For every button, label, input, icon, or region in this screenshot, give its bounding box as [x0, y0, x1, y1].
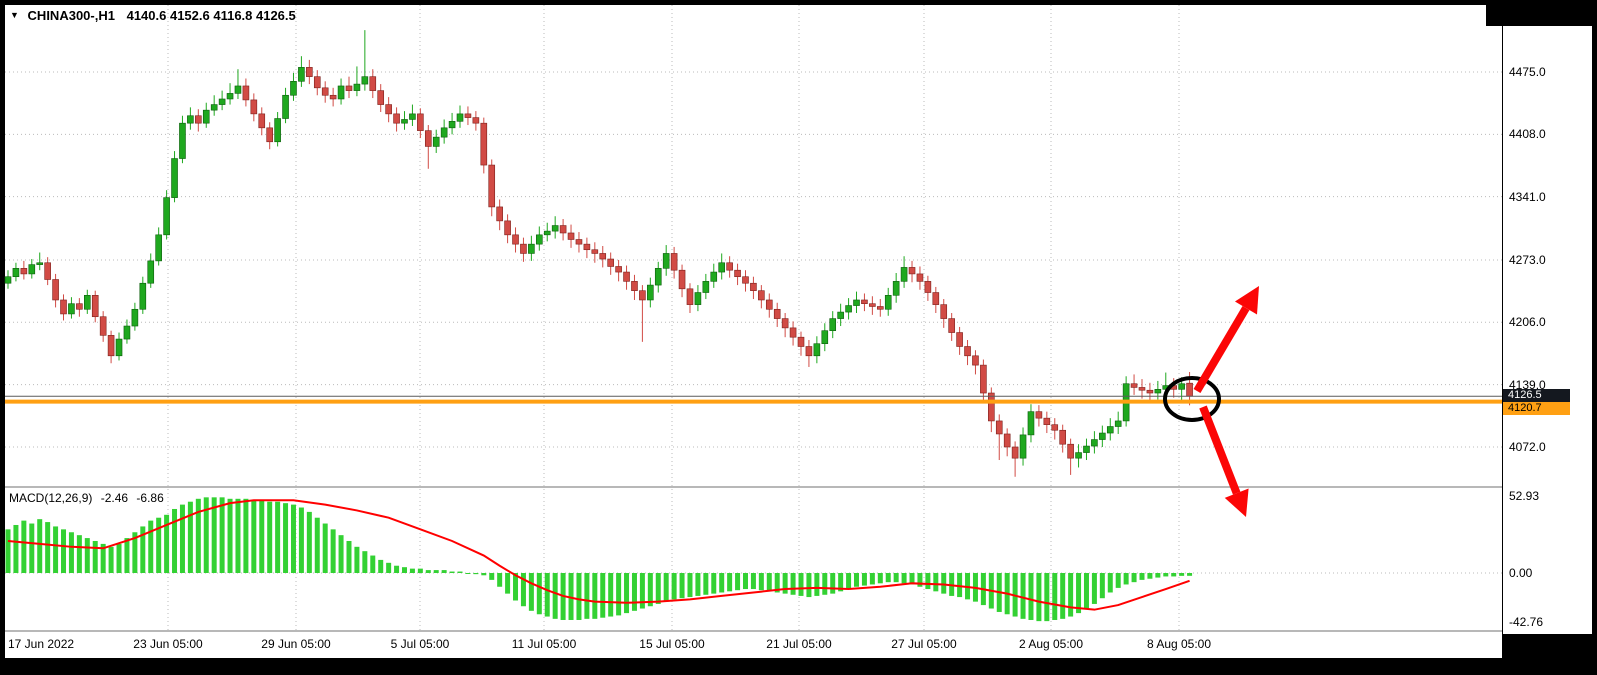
- macd-tick-label: 0.00: [1509, 566, 1533, 580]
- price-tick-label: 4273.0: [1509, 253, 1546, 267]
- chart-dropdown-icon[interactable]: ▼: [10, 10, 19, 20]
- time-axis-label: 15 Jul 05:00: [639, 637, 705, 651]
- time-axis-label: 23 Jun 05:00: [133, 637, 203, 651]
- time-axis-label: 11 Jul 05:00: [511, 637, 577, 651]
- price-tick-label: 4206.0: [1509, 315, 1546, 329]
- annotation-arrow-up[interactable]: [1193, 286, 1259, 394]
- time-axis-label: 17 Jun 2022: [8, 637, 75, 651]
- horizontal-line-price-badge: 4120.7: [1503, 402, 1570, 415]
- macd-indicator-label: MACD(12,26,9) -2.46 -6.86: [9, 491, 169, 505]
- time-axis-label: 21 Jul 05:00: [766, 637, 832, 651]
- window-corner-bottom-right: [1503, 634, 1597, 675]
- time-axis-label: 8 Aug 05:00: [1146, 637, 1212, 651]
- time-axis-label: 29 Jun 05:00: [261, 637, 331, 651]
- ohlc-values: 4140.6 4152.6 4116.8 4126.5: [126, 8, 296, 23]
- macd-value-main: -2.46: [100, 491, 129, 505]
- price-tick-label: 4408.0: [1509, 127, 1546, 141]
- macd-signal-line: [7, 499, 1190, 611]
- price-tick-label: 4475.0: [1509, 65, 1546, 79]
- annotation-ellipse[interactable]: [1163, 376, 1221, 422]
- macd-tick-label: 52.93: [1509, 489, 1540, 503]
- price-tick-label: 4139.0: [1509, 378, 1546, 392]
- time-axis-label: 2 Aug 05:00: [1018, 637, 1084, 651]
- symbol-info-bar: ▼ CHINA300-,H1 4140.6 4152.6 4116.8 4126…: [10, 8, 296, 23]
- price-tick-label: 4072.0: [1509, 440, 1546, 454]
- window-corner-top-right: [1486, 0, 1597, 26]
- annotation-arrow-down[interactable]: [1199, 405, 1249, 517]
- candles-layer: [4, 30, 1193, 477]
- price-axis-area[interactable]: [1503, 5, 1592, 658]
- macd-tick-label: -42.76: [1509, 615, 1544, 629]
- symbol-timeframe-label: CHINA300-,H1: [27, 8, 115, 23]
- price-tick-label: 4341.0: [1509, 190, 1546, 204]
- macd-value-signal: -6.86: [136, 491, 164, 505]
- time-axis-label: 5 Jul 05:00: [390, 637, 450, 651]
- time-axis-label: 27 Jul 05:00: [891, 637, 957, 651]
- macd-name: MACD(12,26,9): [9, 491, 93, 505]
- bid-price-badge: 4126.5: [1503, 389, 1570, 402]
